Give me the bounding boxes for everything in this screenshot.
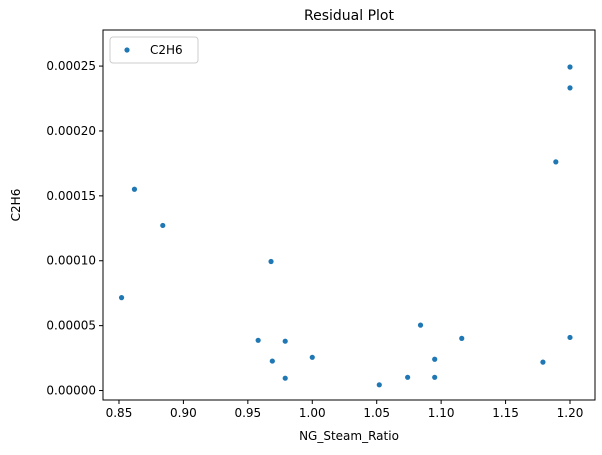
x-axis-label: NG_Steam_Ratio	[299, 429, 399, 443]
point	[160, 222, 166, 229]
point	[567, 334, 573, 341]
point	[432, 356, 438, 362]
x-tick-label: 1.15	[492, 406, 519, 420]
point	[309, 354, 315, 360]
point	[459, 335, 465, 341]
point	[269, 358, 275, 364]
point	[255, 337, 261, 343]
y-axis-label: C2H6	[9, 189, 23, 222]
legend-label: C2H6	[150, 43, 183, 57]
legend-marker	[124, 47, 130, 53]
y-tick-label: 0.00000	[46, 384, 96, 398]
point	[417, 322, 424, 328]
x-tick-label: 1.10	[428, 406, 455, 420]
axes-frame	[102, 29, 596, 401]
point	[405, 374, 411, 380]
y-tick-label: 0.00005	[46, 319, 96, 333]
point	[282, 338, 288, 344]
point	[131, 186, 138, 192]
point	[567, 64, 573, 70]
x-tick-label: 1.00	[299, 406, 326, 420]
point	[540, 359, 546, 365]
point	[376, 382, 382, 388]
y-tick-label: 0.00020	[46, 124, 96, 138]
point	[567, 85, 573, 91]
point	[118, 295, 125, 301]
x-tick-label: 1.20	[557, 406, 584, 420]
chart-title: Residual Plot	[304, 8, 394, 24]
point	[553, 159, 559, 165]
point	[268, 258, 274, 265]
x-tick-label: 0.90	[170, 406, 197, 420]
point	[432, 374, 438, 380]
y-tick-label: 0.00015	[46, 189, 96, 203]
x-tick-label: 0.85	[106, 406, 133, 420]
legend-box	[109, 36, 199, 64]
y-tick-label: 0.00025	[46, 59, 96, 73]
point	[282, 375, 288, 381]
x-tick-label: 0.95	[234, 406, 261, 420]
y-tick-label: 0.00010	[46, 254, 96, 268]
x-tick-label: 1.05	[363, 406, 390, 420]
